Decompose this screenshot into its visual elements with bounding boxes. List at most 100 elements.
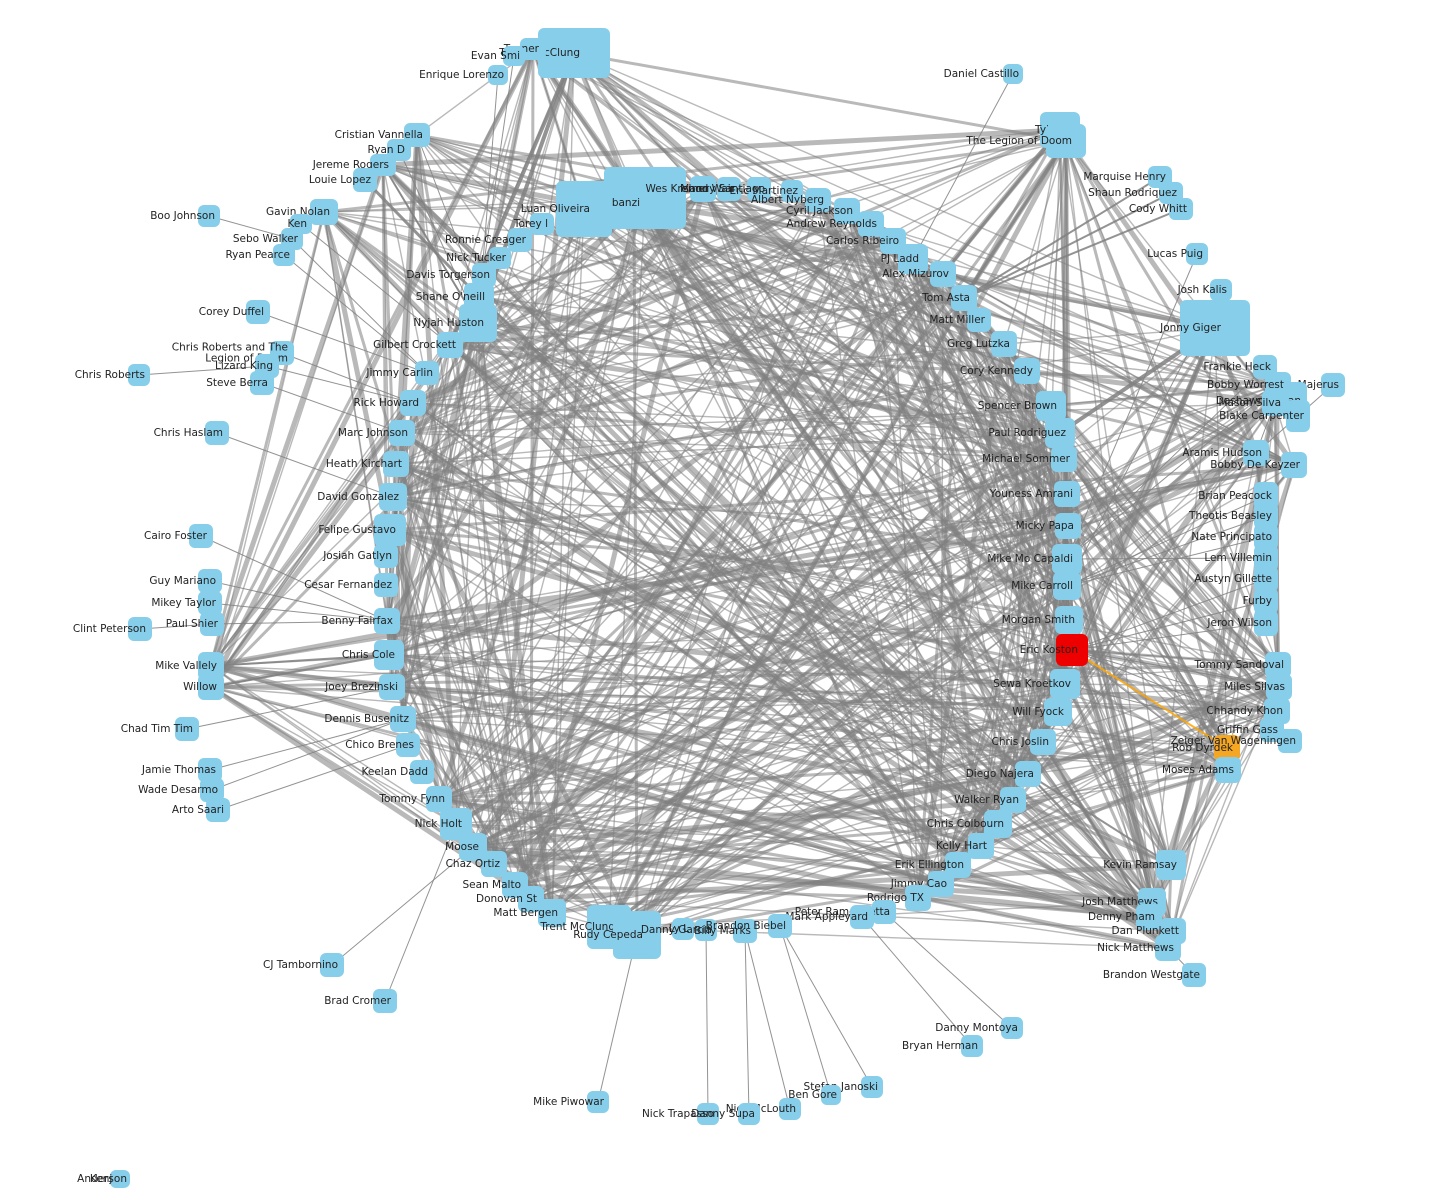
graph-node-blake-carpenter[interactable] <box>1286 400 1310 432</box>
graph-node-wes-kremer[interactable] <box>690 176 716 202</box>
graph-node-nick-matthews[interactable] <box>1155 935 1181 961</box>
graph-node-chris-haslam[interactable] <box>205 421 229 445</box>
graph-node-tommy-fynn[interactable] <box>426 786 452 812</box>
graph-node-louie-lopez[interactable] <box>353 168 377 192</box>
graph-node-luan-oliveira[interactable] <box>556 181 612 237</box>
graph-node-chaz-ortiz[interactable] <box>481 851 507 877</box>
graph-node-rudy-cepeda[interactable] <box>613 911 661 959</box>
graph-node-enrique-lorenzo[interactable] <box>488 65 508 85</box>
graph-node-josiah-gatlyn[interactable] <box>374 544 398 568</box>
graph-node-jimmy-carlin[interactable] <box>415 361 439 385</box>
graph-node-felipe-gustavo[interactable] <box>374 514 406 546</box>
graph-node-evan-smi[interactable] <box>503 46 525 66</box>
graph-node-gavin-nolan[interactable] <box>310 199 338 225</box>
graph-node-greg-lutzka[interactable] <box>991 331 1017 357</box>
graph-node-ly-l[interactable] <box>672 918 694 940</box>
graph-node-mark-appleyard[interactable] <box>850 905 874 929</box>
graph-node-walker-ryan[interactable] <box>1000 787 1026 813</box>
graph-node-cesar-fernandez[interactable] <box>374 573 398 597</box>
graph-node-moses-adams[interactable] <box>1215 757 1241 783</box>
graph-node-danny-montoya[interactable] <box>1001 1017 1023 1039</box>
graph-node-kevin-ramsay[interactable] <box>1156 850 1186 880</box>
graph-node-clint-peterson[interactable] <box>128 617 152 641</box>
graph-node-anderson[interactable] <box>112 1170 130 1188</box>
graph-node-joey-brezinski[interactable] <box>379 674 405 700</box>
graph-node-bobby-de-keyzer[interactable] <box>1281 452 1307 478</box>
graph-node-mike-piwowar[interactable] <box>587 1091 609 1113</box>
graph-node-michael-sommer[interactable] <box>1051 446 1077 472</box>
graph-node-chris-joslin[interactable] <box>1030 729 1056 755</box>
graph-node-jereme-rogers[interactable] <box>370 154 396 176</box>
graph-node-nick-trapasso[interactable] <box>697 1103 719 1125</box>
graph-node-corey-duffel[interactable] <box>246 300 270 324</box>
graph-node-danny-supa[interactable] <box>738 1103 760 1125</box>
graph-node-mike-mo-capaldi[interactable] <box>1052 544 1082 574</box>
graph-node-mikey-taylor[interactable] <box>198 591 222 615</box>
graph-node-willow[interactable] <box>198 674 224 700</box>
graph-node-albert-nyberg[interactable] <box>805 188 831 212</box>
graph-node-ishod-wair[interactable] <box>717 177 741 201</box>
graph-node-brandon-westgate[interactable] <box>1182 963 1206 987</box>
graph-node-heath-kirchart[interactable] <box>383 451 409 477</box>
graph-node-furby[interactable] <box>1254 588 1278 614</box>
graph-node-josh-kalis[interactable] <box>1210 279 1232 301</box>
graph-node-steve-berra[interactable] <box>250 371 274 395</box>
graph-node-ryan-pearce[interactable] <box>273 244 295 266</box>
graph-node-sewa-kroetkov[interactable] <box>1050 669 1080 699</box>
graph-node-chico-brenes[interactable] <box>396 733 420 757</box>
graph-node-torey-l[interactable] <box>530 213 554 235</box>
graph-node-kalabanzi[interactable] <box>604 178 664 228</box>
graph-node-arto-saari[interactable] <box>206 798 230 822</box>
graph-node-alec-majerus[interactable] <box>1321 373 1345 397</box>
graph-node-lucas-puig[interactable] <box>1186 243 1208 265</box>
graph-node-cj-tambornino[interactable] <box>320 953 344 977</box>
graph-node-cyril-jackson[interactable] <box>834 198 860 224</box>
graph-node-danny-garcia[interactable] <box>695 919 717 941</box>
graph-node-cory-kennedy[interactable] <box>1014 358 1040 384</box>
graph-node-rick-howard[interactable] <box>400 390 426 416</box>
graph-node-boo-johnson[interactable] <box>198 205 220 227</box>
graph-node-youness-amrani[interactable] <box>1054 481 1080 507</box>
graph-node-jeron-wilson[interactable] <box>1254 610 1278 636</box>
graph-node-micky-papa[interactable] <box>1055 513 1081 539</box>
graph-node-diego-najera[interactable] <box>1015 761 1041 787</box>
graph-node-matt-miller[interactable] <box>967 308 991 332</box>
graph-node-kelly-hart[interactable] <box>968 833 994 859</box>
graph-node-andrew-reynolds[interactable] <box>858 211 884 237</box>
graph-node-cairo-foster[interactable] <box>189 524 213 548</box>
graph-node-trevor-mcclung[interactable] <box>538 28 610 78</box>
graph-node-rob-dyrdek[interactable] <box>1214 735 1240 761</box>
graph-node-rodrigo-tx[interactable] <box>905 885 931 911</box>
graph-node-the-legion-of-doom[interactable] <box>1046 124 1086 158</box>
graph-node-paul-shier[interactable] <box>200 612 224 636</box>
graph-node-austyn-gillette[interactable] <box>1254 566 1278 592</box>
graph-node-guy-mariano[interactable] <box>198 569 222 593</box>
graph-node-jonny-giger[interactable] <box>1180 300 1250 356</box>
graph-node-manny-santiago[interactable] <box>747 177 771 201</box>
graph-node-ben-gore[interactable] <box>821 1085 841 1105</box>
graph-node-chris-cole[interactable] <box>374 640 404 670</box>
graph-node-chad-tim-tim[interactable] <box>175 717 199 741</box>
graph-node-marc-johnson[interactable] <box>389 420 415 446</box>
graph-node-paul-rodriguez[interactable] <box>1045 418 1075 448</box>
graph-node-bryan-herman[interactable] <box>961 1035 983 1057</box>
graph-node-benny-fairfax[interactable] <box>374 608 400 634</box>
graph-node-alex-mizurov[interactable] <box>930 261 956 287</box>
graph-node-nick-mclouth[interactable] <box>779 1098 801 1120</box>
graph-node-zeiger-van-wageningen[interactable] <box>1278 729 1302 753</box>
graph-node-tom-asta[interactable] <box>951 285 977 311</box>
graph-node-mason-silva[interactable] <box>1262 390 1288 416</box>
graph-node-matt-bergen[interactable] <box>538 899 566 927</box>
graph-node-cody-whitt[interactable] <box>1169 198 1193 220</box>
graph-node-brandon-biebel[interactable] <box>768 914 792 938</box>
graph-node-will-fyock[interactable] <box>1044 698 1072 726</box>
graph-node-denny-pham[interactable] <box>1136 904 1162 930</box>
graph-node-mike-carroll[interactable] <box>1053 572 1081 600</box>
graph-node-billy-marks[interactable] <box>733 919 757 943</box>
graph-node-keelan-dadd[interactable] <box>410 760 434 784</box>
graph-node-gilbert-crockett[interactable] <box>437 332 463 358</box>
graph-node-jimmy-cao[interactable] <box>928 871 954 897</box>
graph-node-nick-tucker[interactable] <box>489 247 511 269</box>
graph-node-chris-roberts[interactable] <box>128 364 150 386</box>
graph-node-tommy-sandoval[interactable] <box>1265 652 1291 678</box>
